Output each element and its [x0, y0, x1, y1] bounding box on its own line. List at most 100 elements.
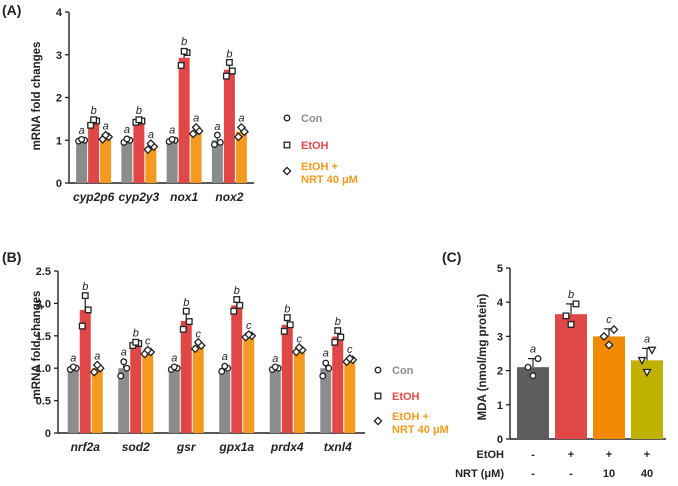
panel-b-data-point	[319, 372, 327, 380]
panel-b-bar	[320, 368, 332, 433]
panel-a-data-point	[213, 131, 221, 139]
panel-a-legend-label: EtOH + NRT 40 μM	[301, 161, 358, 186]
panel-b-data-point	[230, 307, 238, 315]
panel-b-y-tick-label: 2.5	[36, 266, 51, 278]
panel-b-data-point	[179, 325, 187, 333]
panel-c-label: (C)	[442, 249, 461, 265]
panel-b-data-point	[280, 327, 288, 335]
panel-a-category-label: nox2	[215, 190, 243, 204]
panel-b-data-point	[218, 367, 226, 375]
panel-a-significance-letter: a	[124, 124, 130, 136]
panel-b-data-point	[69, 363, 77, 371]
panel-c-data-point	[524, 363, 532, 371]
panel-b-significance-letter: c	[347, 344, 353, 356]
panel-b-bar	[168, 368, 180, 433]
panel-a-significance-letter: b	[181, 36, 187, 48]
panel-b-data-point	[89, 367, 99, 377]
panel-c-data-point	[637, 356, 647, 366]
panel-b-significance-letter: b	[183, 297, 189, 309]
panel-a-data-point	[146, 139, 156, 149]
panel-b-significance-letter: b	[284, 304, 290, 316]
panel-b-legend: Con EtOH EtOH + NRT 40 μM	[373, 365, 449, 436]
panel-c-data-point	[572, 300, 580, 308]
panel-b-significance-letter: c	[196, 328, 202, 340]
panel-b-data-point	[190, 344, 200, 354]
panel-b-legend-marker	[373, 416, 383, 426]
panel-b-bar	[243, 335, 255, 433]
panel-a-data-point	[135, 116, 143, 124]
panel-c-bar	[555, 314, 587, 439]
panel-a-significance-letter: a	[193, 113, 199, 125]
panel-b-y-tick-label: 2.0	[36, 298, 51, 310]
panel-b-legend-marker	[374, 366, 382, 374]
panel-b-bar	[67, 368, 79, 433]
panel-b-y-tick-label: 1.5	[36, 331, 51, 343]
panel-c-significance-letter: a	[644, 333, 650, 345]
panel-b-data-point	[143, 345, 153, 355]
panel-a-bar	[223, 69, 235, 183]
panel-a-bar	[190, 130, 202, 183]
panel-b-legend-label: EtOH	[392, 391, 420, 403]
panel-a-bar	[88, 122, 100, 183]
chart-panel-a: (A) mRNA fold changes Con EtOH EtOH + NRT 4…	[2, 2, 358, 204]
panel-b-data-point	[233, 296, 241, 303]
panel-a-significance-letter: a	[169, 125, 175, 137]
panel-a-significance-letter: a	[214, 121, 220, 133]
panel-b-data-point	[271, 363, 279, 371]
chart-panel-c: (C) MDA (nmol/mg protein) 0 1 2 3 4 5 a b c a EtOH…	[442, 249, 666, 480]
panel-c-treatment-value: -	[531, 468, 535, 480]
panel-c-y-axis-label: MDA (nmol/mg protein)	[477, 293, 489, 420]
panel-a-significance-letter: b	[226, 48, 232, 60]
panel-c-treatment-value: -	[569, 468, 573, 480]
panel-a-y-axis-label: mRNA fold changes	[31, 42, 43, 151]
panel-b-category-label: nrf2a	[71, 440, 101, 454]
panel-b-data-point	[78, 322, 86, 330]
panel-b-data-point	[84, 306, 92, 314]
panel-c-bar	[593, 336, 625, 439]
panel-b-bar	[192, 345, 204, 433]
panel-a-bar	[178, 57, 190, 183]
panel-a-legend-label: EtOH	[301, 140, 329, 152]
panel-a-data-point	[216, 138, 224, 146]
panel-b-bar	[344, 359, 356, 433]
panel-b-category-label: txnl4	[324, 440, 352, 454]
panel-a-significance-letter: a	[79, 125, 85, 137]
panel-c-y-tick-label: 3	[497, 331, 503, 343]
panel-a-significance-letter: a	[148, 129, 154, 141]
panel-a-label: (A)	[2, 2, 21, 18]
panel-a-bar	[76, 140, 88, 183]
panel-a-data-point	[78, 135, 86, 143]
panel-b-legend-marker	[374, 392, 382, 400]
panel-b-bar	[130, 343, 142, 433]
panel-b-y-tick-label: 1.0	[36, 363, 51, 375]
panel-c-treatment-row-label: NRT (μM)	[455, 468, 504, 480]
panel-c-data-point	[562, 312, 570, 320]
panel-b-data-point	[337, 333, 345, 341]
panel-a-data-point	[123, 135, 131, 143]
panel-a-data-point	[236, 122, 246, 132]
panel-c-y-tick-label: 4	[497, 297, 504, 309]
panel-a-y-tick-label: 0	[56, 178, 62, 190]
panel-c-treatment-row-label: EtOH	[477, 449, 505, 461]
panel-b-data-point	[81, 292, 89, 300]
panel-c-data-point	[642, 368, 652, 378]
panel-b-data-point	[120, 358, 128, 366]
panel-b-significance-letter: c	[297, 333, 303, 345]
panel-b-significance-letter: a	[94, 350, 100, 362]
panel-a-category-label: cyp2p6	[73, 190, 115, 204]
panel-b-data-point	[322, 359, 330, 367]
panel-b-significance-letter: b	[82, 281, 88, 293]
panel-b-data-point	[117, 372, 125, 380]
panel-a-significance-letter: a	[103, 120, 109, 132]
panel-a-data-point	[87, 121, 95, 129]
panel-a-category-label: nox1	[170, 190, 198, 204]
panel-a-data-point	[101, 130, 111, 140]
panel-b-bar	[180, 320, 192, 433]
panel-b-data-point	[286, 321, 294, 329]
panel-a-legend-marker	[283, 114, 291, 122]
panel-a-bar	[211, 140, 223, 183]
panel-c-treatment-value: 40	[641, 468, 653, 480]
panel-b-significance-letter: a	[222, 351, 228, 363]
panel-b-category-label: gpx1a	[218, 440, 254, 454]
